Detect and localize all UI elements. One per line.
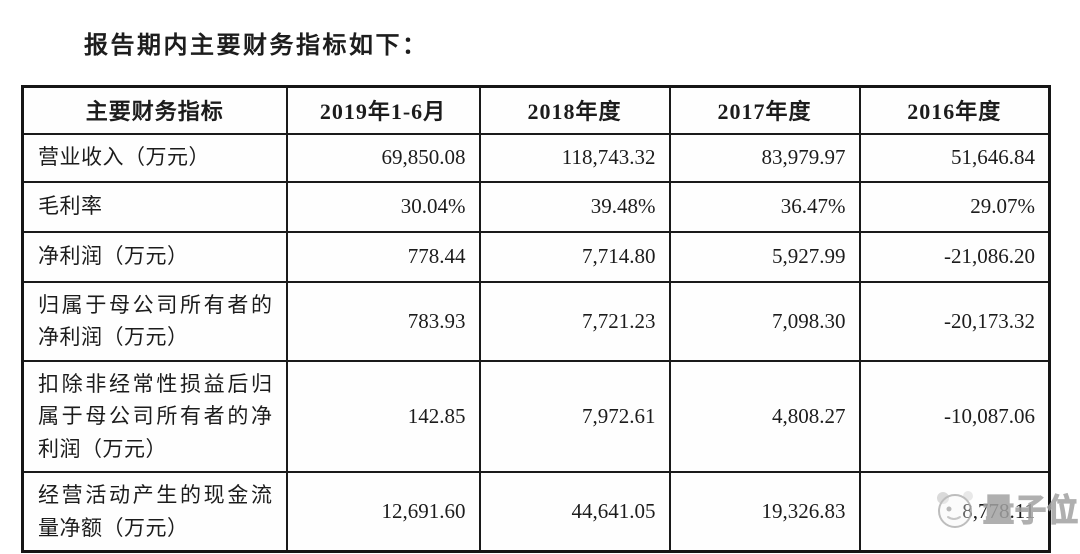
row-label: 营业收入（万元） — [21, 132, 288, 183]
table-cell: 8,778.11 — [858, 471, 1051, 553]
table-row-revenue: 营业收入（万元） 69,850.08 118,743.32 83,979.97 … — [21, 132, 1051, 183]
table-header-row: 主要财务指标 2019年1-6月 2018年度 2017年度 2016年度 — [21, 85, 1051, 135]
row-label: 经营活动产生的现金流量净额（万元） — [21, 471, 288, 553]
table-row-net-profit-parent: 归属于母公司所有者的净利润（万元） 783.93 7,721.23 7,098.… — [21, 280, 1051, 362]
table-cell: 778.44 — [285, 230, 481, 283]
table-cell: 7,098.30 — [668, 280, 861, 362]
table-cell: 4,808.27 — [668, 359, 861, 474]
table-cell: 51,646.84 — [858, 132, 1051, 183]
row-label: 扣除非经常性损益后归属于母公司所有者的净利润（万元） — [21, 359, 288, 474]
table-row-operating-cash-flow: 经营活动产生的现金流量净额（万元） 12,691.60 44,641.05 19… — [21, 471, 1051, 553]
column-header-2016: 2016年度 — [858, 85, 1051, 135]
table-row-net-profit-deducted: 扣除非经常性损益后归属于母公司所有者的净利润（万元） 142.85 7,972.… — [21, 359, 1051, 474]
table-cell: 83,979.97 — [668, 132, 861, 183]
table-cell: -21,086.20 — [858, 230, 1051, 283]
table-cell: 36.47% — [668, 180, 861, 233]
table-cell: 7,721.23 — [478, 280, 671, 362]
table-cell: 7,714.80 — [478, 230, 671, 283]
row-label: 净利润（万元） — [21, 230, 288, 283]
table-row-net-profit: 净利润（万元） 778.44 7,714.80 5,927.99 -21,086… — [21, 230, 1051, 283]
table-cell: 30.04% — [285, 180, 481, 233]
table-cell: 783.93 — [285, 280, 481, 362]
table-row-gross-margin: 毛利率 30.04% 39.48% 36.47% 29.07% — [21, 180, 1051, 233]
table-cell: 44,641.05 — [478, 471, 671, 553]
page-title: 报告期内主要财务指标如下： — [84, 33, 429, 59]
column-header-2019h1: 2019年1-6月 — [285, 85, 481, 135]
column-header-indicator: 主要财务指标 — [21, 85, 288, 135]
table-cell: 69,850.08 — [285, 132, 481, 183]
table-cell: -20,173.32 — [858, 280, 1051, 362]
table-cell: 5,927.99 — [668, 230, 861, 283]
table-cell: -10,087.06 — [858, 359, 1051, 474]
table-cell: 19,326.83 — [668, 471, 861, 553]
column-header-2017: 2017年度 — [668, 85, 861, 135]
financial-indicators-table: 主要财务指标 2019年1-6月 2018年度 2017年度 2016年度 营业… — [21, 85, 1051, 554]
table-cell: 29.07% — [858, 180, 1051, 233]
table-cell: 39.48% — [478, 180, 671, 233]
column-header-2018: 2018年度 — [478, 85, 671, 135]
table-cell: 118,743.32 — [478, 132, 671, 183]
table-cell: 12,691.60 — [285, 471, 481, 553]
table-cell: 7,972.61 — [478, 359, 671, 474]
row-label: 归属于母公司所有者的净利润（万元） — [21, 280, 288, 362]
table-cell: 142.85 — [285, 359, 481, 474]
row-label: 毛利率 — [21, 180, 288, 233]
